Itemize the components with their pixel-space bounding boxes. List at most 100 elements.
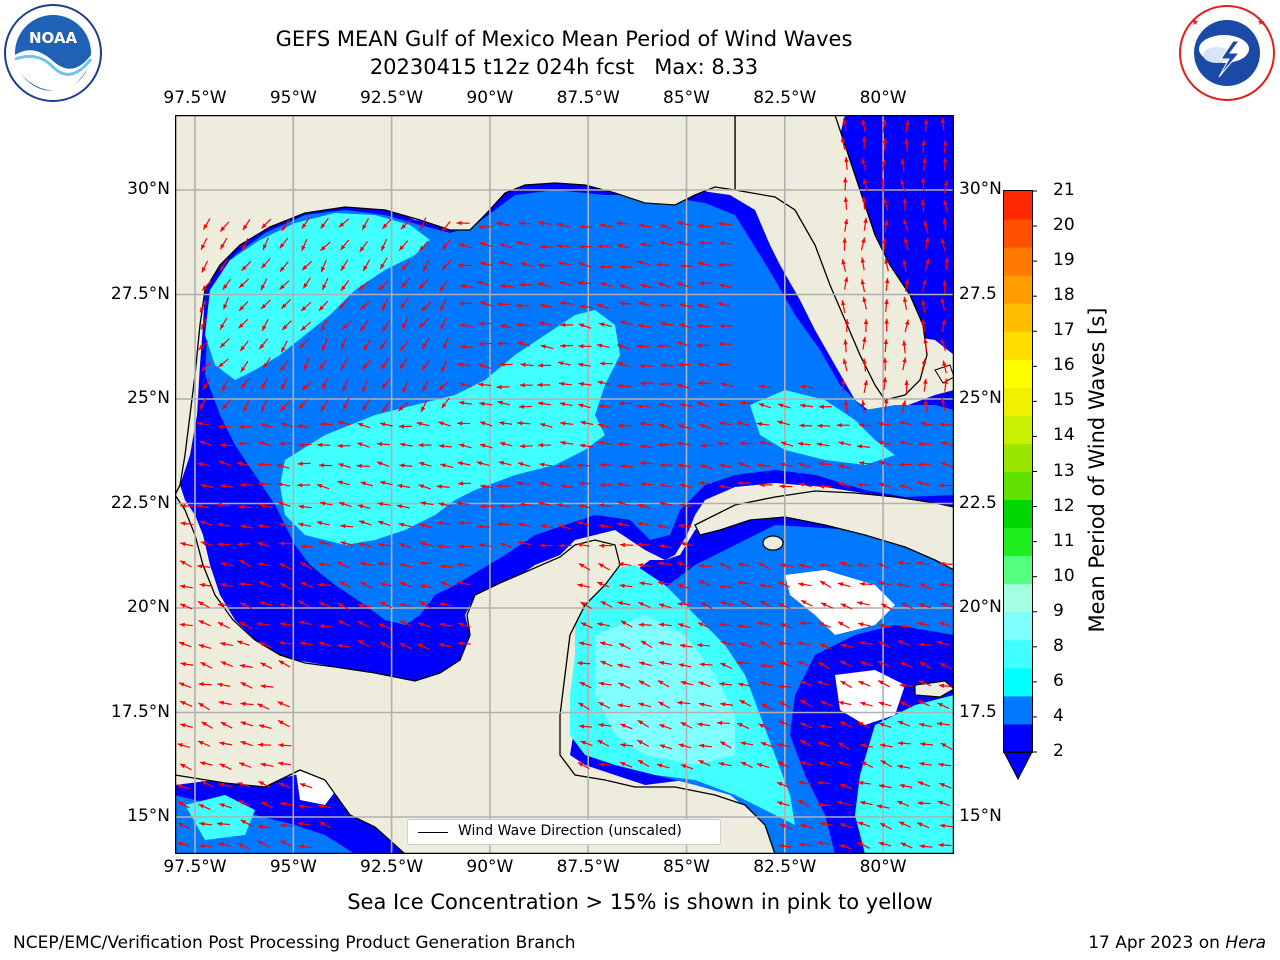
wave-direction-arrow [318, 463, 332, 468]
wave-direction-arrow [580, 740, 593, 747]
no-data-patch-2 [835, 670, 905, 725]
wave-direction-arrow [577, 362, 591, 367]
wave-direction-arrow [936, 640, 950, 646]
wave-direction-arrow [439, 602, 453, 607]
wave-direction-arrow [944, 256, 949, 270]
wave-direction-arrow [219, 763, 232, 770]
wave-direction-arrow [217, 522, 231, 527]
wave-direction-arrow [776, 801, 790, 807]
nws-logo: ★ ★ [1177, 3, 1277, 107]
colorbar-tick-label: 15 [1053, 390, 1075, 411]
wave-direction-arrow [436, 484, 450, 489]
wave-direction-arrow [538, 321, 552, 326]
wave-direction-arrow [560, 484, 574, 489]
wave-direction-arrow [698, 563, 712, 569]
wave-direction-arrow [617, 243, 630, 249]
wave-direction-arrow [618, 401, 632, 406]
wave-direction-arrow [476, 280, 490, 287]
wave-direction-arrow [879, 743, 893, 748]
wave-direction-arrow [939, 582, 953, 587]
wave-direction-arrow [221, 379, 229, 392]
wave-direction-arrow [617, 383, 631, 389]
wave-direction-arrow [819, 724, 833, 729]
wave-direction-arrow [860, 279, 866, 293]
wave-direction-arrow [679, 503, 693, 508]
wave-direction-arrow [937, 702, 950, 710]
wave-direction-arrow [197, 740, 211, 747]
wave-direction-arrow [457, 580, 471, 586]
wave-direction-arrow [598, 404, 612, 409]
wave-direction-arrow [199, 761, 213, 766]
wave-direction-arrow [899, 420, 913, 426]
wave-direction-arrow [718, 283, 732, 288]
wave-direction-arrow [679, 402, 694, 408]
wave-direction-arrow [842, 358, 848, 372]
wave-direction-arrow [418, 484, 432, 490]
wave-direction-arrow [418, 318, 429, 329]
wave-direction-arrow [637, 759, 650, 768]
wave-direction-arrow [258, 580, 271, 588]
wave-direction-arrow [296, 424, 311, 429]
wave-direction-arrow [760, 741, 774, 748]
wave-direction-arrow [916, 822, 930, 829]
wave-direction-arrow [759, 600, 772, 608]
wave-direction-arrow [578, 702, 590, 710]
wave-direction-arrow [658, 561, 672, 566]
wave-direction-arrow [837, 621, 850, 629]
wave-direction-arrow [717, 402, 731, 407]
wave-direction-arrow [658, 603, 672, 609]
wave-direction-arrow [419, 600, 431, 609]
wave-direction-arrow [217, 682, 231, 688]
colorbar-segment [1004, 499, 1032, 529]
wave-direction-arrow [496, 221, 510, 226]
wave-direction-arrow [799, 423, 813, 428]
wave-direction-arrow [843, 177, 848, 191]
wave-direction-arrow [578, 641, 592, 646]
wave-direction-arrow [842, 237, 847, 251]
wave-direction-arrow [738, 462, 751, 468]
wave-direction-arrow [499, 324, 513, 329]
wave-direction-arrow [799, 620, 813, 626]
wave-direction-arrow [278, 522, 292, 528]
wave-direction-arrow [179, 700, 193, 708]
wave-direction-arrow [617, 482, 631, 487]
lat-tick-right: 30°N [959, 179, 1002, 199]
wave-direction-arrow [860, 257, 866, 271]
wave-direction-arrow [599, 361, 613, 366]
wave-direction-arrow [397, 483, 411, 489]
wave-direction-arrow [900, 661, 913, 669]
wave-direction-arrow [281, 320, 292, 331]
lon-tick-top: 80°W [859, 88, 907, 108]
wave-direction-arrow [480, 484, 494, 489]
wave-direction-arrow [556, 222, 570, 228]
wave-direction-arrow [863, 178, 868, 192]
wave-direction-arrow [919, 844, 933, 849]
wave-direction-arrow [778, 843, 792, 849]
wave-direction-arrow [737, 562, 751, 567]
wave-direction-arrow [900, 602, 914, 610]
wave-direction-arrow [677, 623, 691, 629]
wave-direction-arrow [201, 280, 212, 291]
wave-direction-arrow [659, 381, 673, 387]
wave-direction-arrow [882, 357, 888, 371]
wave-direction-arrow [559, 381, 573, 387]
wave-direction-arrow [884, 277, 890, 291]
wave-direction-arrow [280, 823, 294, 828]
wave-direction-arrow [716, 441, 730, 446]
wave-direction-arrow [758, 561, 771, 570]
wave-direction-arrow [318, 623, 332, 629]
wave-direction-arrow [859, 701, 873, 707]
wave-direction-arrow [357, 442, 370, 448]
wave-direction-arrow [218, 424, 232, 429]
wave-direction-arrow [260, 377, 268, 390]
wave-direction-arrow [439, 280, 448, 292]
wave-direction-arrow [299, 783, 313, 789]
wave-direction-arrow [219, 741, 233, 746]
wave-direction-arrow [598, 440, 612, 445]
wave-direction-arrow [919, 661, 932, 669]
wave-direction-arrow [279, 562, 292, 570]
lat-tick-left: 27.5°N [110, 283, 170, 304]
wave-direction-arrow [699, 423, 712, 430]
wave-direction-arrow [379, 480, 393, 486]
wave-direction-arrow [400, 260, 411, 271]
